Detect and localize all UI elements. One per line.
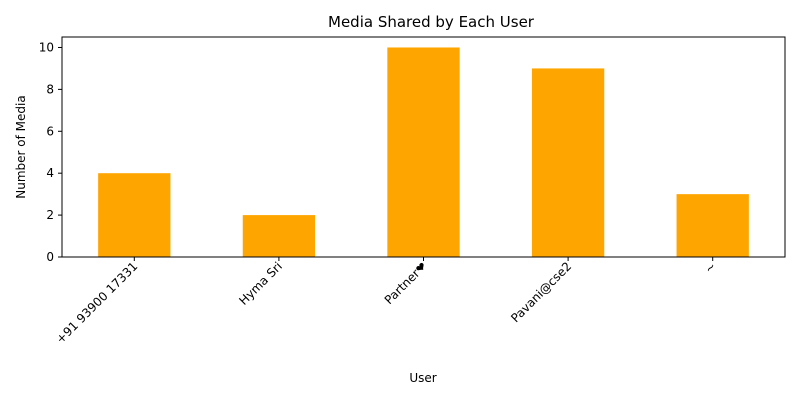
plot-frame bbox=[61, 36, 786, 258]
y-tick-label-5: 10 bbox=[39, 40, 54, 54]
y-tick-label-3: 6 bbox=[46, 124, 54, 138]
chart-title: Media Shared by Each User bbox=[328, 13, 535, 31]
y-axis-label: Number of Media bbox=[14, 95, 28, 198]
x-axis-label: User bbox=[409, 371, 436, 385]
bar-3 bbox=[531, 68, 605, 257]
bar-2 bbox=[387, 47, 460, 257]
x-tick-label-2: Partner❤ bbox=[382, 259, 430, 307]
x-tick-label-3: Pavani@cse2 bbox=[508, 259, 574, 325]
bar-1 bbox=[242, 215, 316, 257]
x-tick-label-0: +91 93900 17331 bbox=[53, 259, 140, 346]
plot-area: 0 2 4 6 8 10 +91 93900 17331 Hyma Sri Partner❤ Pa… bbox=[39, 40, 749, 346]
x-tick-label-1: Hyma Sri bbox=[236, 259, 285, 308]
y-tick-label-4: 8 bbox=[46, 82, 54, 96]
bar-4 bbox=[676, 194, 749, 257]
bar-0 bbox=[98, 173, 171, 257]
y-tick-label-0: 0 bbox=[46, 250, 54, 264]
y-tick-label-2: 4 bbox=[46, 166, 54, 180]
y-tick-label-1: 2 bbox=[46, 208, 54, 222]
x-tick-label-4: ~ bbox=[702, 259, 719, 276]
